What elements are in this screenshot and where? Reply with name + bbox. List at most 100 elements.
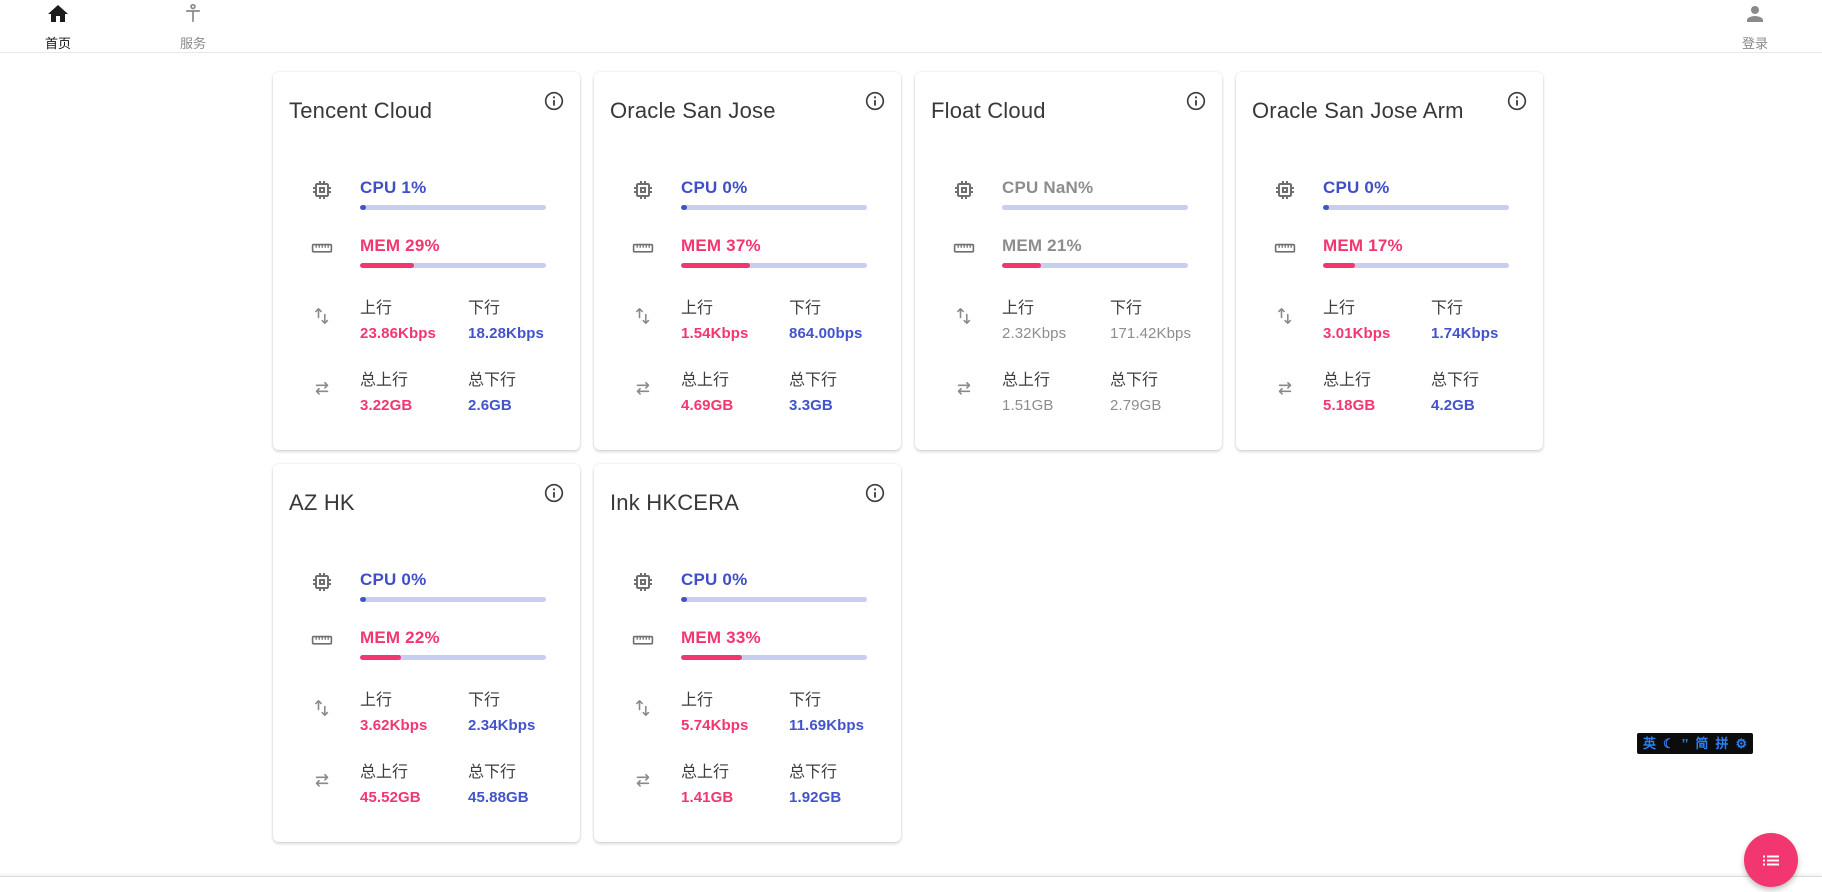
nav-item-login[interactable]: 登录 <box>1722 4 1788 51</box>
info-icon[interactable] <box>542 482 566 506</box>
cpu-row: CPU 0% <box>610 178 867 210</box>
total-cols: 总上行 1.41GB 总下行 1.92GB <box>681 758 897 806</box>
upload-label: 上行 <box>681 692 714 709</box>
up-down-arrows-icon <box>310 696 334 725</box>
total-download-col: 总下行 1.92GB <box>789 758 897 806</box>
mem-value: MEM 17% <box>1323 236 1403 255</box>
upload-value: 3.01Kbps <box>1323 325 1391 342</box>
stats: CPU 0% MEM 33% <box>610 570 867 806</box>
ime-simplified-toggle[interactable]: 简 <box>1695 736 1709 751</box>
mem-meter: MEM 29% <box>360 236 546 268</box>
nav-item-service[interactable]: 服务 <box>160 2 226 51</box>
ime-lang-toggle[interactable]: 英 <box>1643 736 1657 751</box>
total-download-label: 总下行 <box>789 764 838 781</box>
cpu-meter: CPU 1% <box>360 178 546 210</box>
total-download-col: 总下行 45.88GB <box>468 758 576 806</box>
upload-col: 上行 3.62Kbps <box>360 686 468 734</box>
swap-arrows-icon <box>310 376 334 405</box>
upload-col: 上行 3.01Kbps <box>1323 294 1431 342</box>
mem-row: MEM 33% <box>610 628 867 660</box>
memory-ruler-icon <box>631 236 655 265</box>
server-card: AZ HK CPU 0% <box>273 464 580 842</box>
speed-cols: 上行 1.54Kbps 下行 864.00bps <box>681 294 897 342</box>
upload-value: 1.54Kbps <box>681 325 749 342</box>
upload-label: 上行 <box>1323 300 1356 317</box>
mem-meter: MEM 21% <box>1002 236 1188 268</box>
total-upload-value: 1.41GB <box>681 789 734 806</box>
cpu-meter: CPU NaN% <box>1002 178 1188 210</box>
cpu-row: CPU 0% <box>610 570 867 602</box>
cpu-chip-icon <box>310 570 334 599</box>
stats: CPU 1% MEM 29% <box>289 178 546 414</box>
upload-col: 上行 23.86Kbps <box>360 294 468 342</box>
total-upload-value: 4.69GB <box>681 397 734 414</box>
total-cols: 总上行 45.52GB 总下行 45.88GB <box>360 758 576 806</box>
card-grid: Tencent Cloud CPU 1% <box>273 72 1543 842</box>
moon-icon[interactable]: ☾ <box>1663 736 1675 751</box>
info-icon[interactable] <box>1505 90 1529 114</box>
total-download-col: 总下行 4.2GB <box>1431 366 1539 414</box>
punctuation-icon[interactable]: ’’ <box>1681 736 1689 751</box>
nav-login-label: 登录 <box>1741 36 1768 51</box>
accessibility-icon <box>181 2 205 31</box>
cpu-chip-icon <box>631 570 655 599</box>
mem-bar-fill <box>1323 263 1355 268</box>
info-icon[interactable] <box>1184 90 1208 114</box>
cpu-bar <box>360 597 546 602</box>
memory-ruler-icon <box>952 236 976 265</box>
swap-arrows-icon <box>631 376 655 405</box>
total-download-col: 总下行 2.79GB <box>1110 366 1218 414</box>
mem-bar-fill <box>360 655 401 660</box>
total-row: 总上行 5.18GB 总下行 4.2GB <box>1252 366 1509 414</box>
mem-value: MEM 22% <box>360 628 440 647</box>
ime-pinyin-toggle[interactable]: 拼 <box>1715 736 1729 751</box>
mem-bar-fill <box>360 263 414 268</box>
upload-label: 上行 <box>1002 300 1035 317</box>
upload-label: 上行 <box>360 692 393 709</box>
mem-bar-fill <box>681 263 750 268</box>
upload-label: 上行 <box>360 300 393 317</box>
total-upload-col: 总上行 3.22GB <box>360 366 468 414</box>
cpu-row: CPU NaN% <box>931 178 1188 210</box>
cpu-bar-fill <box>681 597 687 602</box>
server-card: Ink HKCERA CPU 0% <box>594 464 901 842</box>
download-label: 下行 <box>789 692 822 709</box>
nav-item-home[interactable]: 首页 <box>25 4 91 51</box>
total-download-label: 总下行 <box>468 372 517 389</box>
cpu-bar <box>360 205 546 210</box>
total-cols: 总上行 5.18GB 总下行 4.2GB <box>1323 366 1539 414</box>
mem-meter: MEM 17% <box>1323 236 1509 268</box>
cpu-meter: CPU 0% <box>1323 178 1509 210</box>
info-icon[interactable] <box>863 482 887 506</box>
download-col: 下行 2.34Kbps <box>468 686 576 734</box>
cpu-meter: CPU 0% <box>360 570 546 602</box>
mem-row: MEM 29% <box>289 236 546 268</box>
gear-icon[interactable]: ⚙ <box>1735 736 1748 751</box>
download-value: 864.00bps <box>789 325 863 342</box>
stats: CPU 0% MEM 37% <box>610 178 867 414</box>
server-card: Oracle San Jose Arm CPU 0% <box>1236 72 1543 450</box>
download-label: 下行 <box>468 300 501 317</box>
up-down-arrows-icon <box>952 304 976 333</box>
total-upload-col: 总上行 45.52GB <box>360 758 468 806</box>
cpu-bar-fill <box>360 205 366 210</box>
download-label: 下行 <box>1431 300 1464 317</box>
speed-row: 上行 3.62Kbps 下行 2.34Kbps <box>289 686 546 734</box>
upload-col: 上行 1.54Kbps <box>681 294 789 342</box>
total-upload-col: 总上行 4.69GB <box>681 366 789 414</box>
total-download-value: 3.3GB <box>789 397 833 414</box>
total-download-value: 1.92GB <box>789 789 842 806</box>
total-download-value: 2.79GB <box>1110 397 1162 414</box>
total-row: 总上行 1.41GB 总下行 1.92GB <box>610 758 867 806</box>
memory-ruler-icon <box>1273 236 1297 265</box>
info-icon[interactable] <box>863 90 887 114</box>
upload-value: 2.32Kbps <box>1002 325 1067 342</box>
stats: CPU 0% MEM 22% <box>289 570 546 806</box>
download-value: 18.28Kbps <box>468 325 544 342</box>
cpu-chip-icon <box>310 178 334 207</box>
server-list-fab[interactable] <box>1744 833 1798 887</box>
download-label: 下行 <box>1110 300 1143 317</box>
mem-row: MEM 22% <box>289 628 546 660</box>
up-down-arrows-icon <box>310 304 334 333</box>
info-icon[interactable] <box>542 90 566 114</box>
